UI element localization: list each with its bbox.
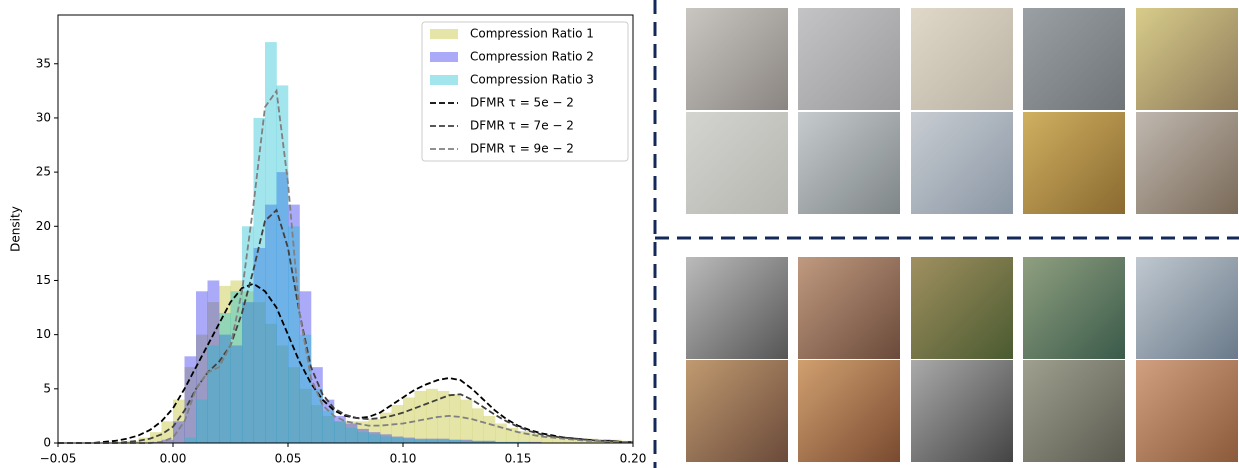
y-tick-label: 15 <box>36 273 51 287</box>
thumbnail <box>1023 257 1125 359</box>
histogram-bar <box>219 313 231 443</box>
y-tick-label: 35 <box>36 56 51 70</box>
histogram-bar <box>369 434 381 443</box>
y-tick-label: 25 <box>36 165 51 179</box>
density-line <box>58 210 633 443</box>
histogram-bar <box>484 416 496 443</box>
thumbnail <box>798 112 900 214</box>
histogram-bar <box>208 345 220 443</box>
figure: Density 0 5 10 15 20 25 30 35 −0.05 0.00 0.05 0.10 0… <box>0 0 1239 468</box>
legend-swatch <box>430 29 458 39</box>
thumbnail <box>798 360 900 462</box>
legend-box <box>422 22 628 161</box>
histogram-bar <box>380 436 392 443</box>
legend-label: Compression Ratio 2 <box>470 50 594 64</box>
legend-swatch <box>430 75 458 85</box>
histogram-bar <box>357 432 369 443</box>
thumbnail <box>686 360 788 462</box>
x-tick-label: 0.10 <box>390 452 417 466</box>
thumbnail <box>911 360 1013 462</box>
histogram-bar <box>196 400 208 443</box>
y-axis-label: Density <box>9 206 23 252</box>
thumbnail <box>911 257 1013 359</box>
histogram-bar <box>472 408 484 443</box>
x-tick-label: 0.00 <box>160 452 187 466</box>
y-tick-label: 0 <box>43 436 51 450</box>
histogram-bar <box>449 394 461 443</box>
x-tick-label: 0.15 <box>505 452 532 466</box>
y-tick-label: 5 <box>43 381 51 395</box>
thumbnail <box>1136 8 1238 110</box>
thumbnail <box>1023 360 1125 462</box>
chart: Density 0 5 10 15 20 25 30 35 −0.05 0.00 0.05 0.10 0… <box>0 0 650 468</box>
histogram-bar <box>334 421 346 443</box>
thumbnail <box>911 112 1013 214</box>
histogram-bar <box>265 42 277 443</box>
thumbnail <box>1023 112 1125 214</box>
histogram-bar <box>415 391 427 443</box>
x-tick-label: 0.05 <box>275 452 302 466</box>
histogram-bar <box>254 118 266 443</box>
histogram-bar <box>461 400 473 443</box>
thumbnail <box>798 257 900 359</box>
histogram-bar <box>242 226 254 443</box>
legend-label: DFMR τ = 9e − 2 <box>470 142 574 156</box>
y-tick-label: 20 <box>36 219 51 233</box>
histogram-bar <box>403 439 415 443</box>
x-tick-label: 0.20 <box>620 452 647 466</box>
legend-swatch <box>430 52 458 62</box>
histogram-bar <box>185 438 197 443</box>
thumbnail <box>1136 360 1238 462</box>
histogram-bar <box>231 291 243 443</box>
thumbnail <box>798 8 900 110</box>
legend-label: DFMR τ = 7e − 2 <box>470 119 574 133</box>
legend-label: DFMR τ = 5e − 2 <box>470 96 574 110</box>
thumbnail <box>1136 257 1238 359</box>
histogram-bar <box>185 356 197 443</box>
thumbnail <box>686 257 788 359</box>
thumbnail <box>686 112 788 214</box>
y-tick-label: 30 <box>36 110 51 124</box>
thumbnail <box>686 8 788 110</box>
x-tick-label: −0.05 <box>40 452 77 466</box>
histogram-bar <box>346 428 358 443</box>
histogram-bar <box>426 389 438 443</box>
thumbnail <box>1136 112 1238 214</box>
histogram-bar <box>403 397 415 443</box>
legend-label: Compression Ratio 1 <box>470 27 594 41</box>
y-tick-label: 10 <box>36 327 51 341</box>
thumbnail <box>1023 8 1125 110</box>
histogram-bar <box>392 438 404 443</box>
thumbnail <box>911 8 1013 110</box>
legend-label: Compression Ratio 3 <box>470 73 594 87</box>
